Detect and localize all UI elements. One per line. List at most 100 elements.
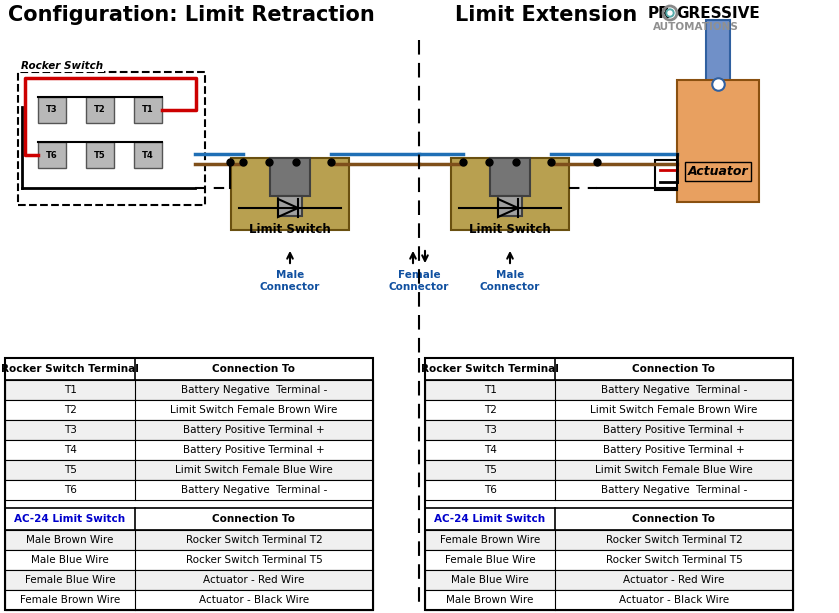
Text: Female
Connector: Female Connector [388,270,449,292]
Bar [425,358,793,380]
Bar [5,550,373,570]
Text: Actuator - Black Wire: Actuator - Black Wire [619,595,729,605]
Bar [5,508,373,530]
Text: AUTOMATIONS: AUTOMATIONS [653,22,739,32]
Bar [5,570,373,590]
Circle shape [668,11,672,15]
Bar [5,590,373,610]
Bar [677,80,759,202]
Text: Female Brown Wire: Female Brown Wire [20,595,120,605]
Text: T2: T2 [483,405,497,415]
Text: T2: T2 [94,105,106,115]
Bar [38,97,66,123]
Bar [425,590,793,610]
Bar [425,480,793,500]
Bar [425,570,793,590]
Text: Configuration: Limit Retraction: Configuration: Limit Retraction [8,5,375,25]
Text: PR: PR [648,6,671,21]
Text: Connection To: Connection To [212,514,295,524]
Text: Rocker Switch Terminal T5: Rocker Switch Terminal T5 [606,555,743,565]
Text: T2: T2 [64,405,76,415]
Bar [706,20,730,82]
Text: Battery Positive Terminal +: Battery Positive Terminal + [183,445,325,455]
Text: Male Blue Wire: Male Blue Wire [31,555,109,565]
Bar [498,196,522,216]
Bar [425,400,793,420]
Bar [655,160,677,190]
Bar [5,530,373,550]
Text: T4: T4 [64,445,76,455]
Text: T5: T5 [64,465,76,475]
Text: Rocker Switch: Rocker Switch [21,61,103,71]
Text: AC-24 Limit Switch: AC-24 Limit Switch [435,514,545,524]
Bar [425,530,793,550]
Text: Actuator - Black Wire: Actuator - Black Wire [199,595,309,605]
Bar [5,420,373,440]
Text: T3: T3 [483,425,497,435]
Bar [425,550,793,570]
Text: T1: T1 [483,385,497,395]
Text: T6: T6 [64,485,76,495]
Text: Limit Switch Female Brown Wire: Limit Switch Female Brown Wire [170,405,337,415]
Bar [425,460,793,480]
Bar [5,400,373,420]
Text: Battery Negative  Terminal -: Battery Negative Terminal - [601,385,748,395]
Bar [270,158,310,196]
Text: T6: T6 [483,485,497,495]
Text: Rocker Switch Terminal T2: Rocker Switch Terminal T2 [185,535,322,545]
Bar [38,142,66,168]
Text: Battery Negative  Terminal -: Battery Negative Terminal - [181,385,327,395]
Text: Actuator - Red Wire: Actuator - Red Wire [203,575,305,585]
Bar [134,97,162,123]
Text: T5: T5 [483,465,497,475]
Text: Limit Switch Female Brown Wire: Limit Switch Female Brown Wire [591,405,758,415]
Text: Rocker Switch Terminal: Rocker Switch Terminal [1,364,139,374]
Text: Rocker Switch Terminal T2: Rocker Switch Terminal T2 [606,535,743,545]
Text: Female Blue Wire: Female Blue Wire [445,555,535,565]
Text: Connection To: Connection To [212,364,295,374]
Text: Battery Positive Terminal +: Battery Positive Terminal + [603,445,745,455]
Text: Limit Switch Female Blue Wire: Limit Switch Female Blue Wire [595,465,753,475]
Text: Limit Switch: Limit Switch [469,223,551,236]
Bar [490,158,530,196]
Text: Rocker Switch Terminal T5: Rocker Switch Terminal T5 [185,555,322,565]
Bar [86,142,114,168]
Text: Limit Switch: Limit Switch [249,223,331,236]
Bar [451,158,569,230]
Bar [425,358,793,610]
Bar [134,142,162,168]
Bar [425,380,793,400]
Text: Male Brown Wire: Male Brown Wire [26,535,114,545]
Text: T3: T3 [46,105,58,115]
Text: T1: T1 [142,105,154,115]
Bar [5,358,373,610]
Bar [5,358,373,380]
Text: T4: T4 [483,445,497,455]
Bar [425,420,793,440]
Text: Battery Positive Terminal +: Battery Positive Terminal + [603,425,745,435]
Text: Battery Negative  Terminal -: Battery Negative Terminal - [601,485,748,495]
Text: Male
Connector: Male Connector [480,270,540,292]
Text: Rocker Switch Terminal: Rocker Switch Terminal [421,364,559,374]
Bar [5,440,373,460]
Text: Male
Connector: Male Connector [260,270,320,292]
Bar [425,440,793,460]
Text: Female Brown Wire: Female Brown Wire [440,535,540,545]
Bar [18,72,205,205]
Text: Battery Positive Terminal +: Battery Positive Terminal + [183,425,325,435]
Text: Male Brown Wire: Male Brown Wire [446,595,534,605]
Bar [231,158,349,230]
Text: T3: T3 [64,425,76,435]
Text: Actuator: Actuator [688,165,748,178]
Text: Limit Extension: Limit Extension [455,5,638,25]
Text: T4: T4 [142,151,154,159]
Text: Actuator - Red Wire: Actuator - Red Wire [623,575,725,585]
Bar [5,480,373,500]
Text: Connection To: Connection To [633,514,716,524]
Text: T5: T5 [94,151,106,159]
Circle shape [666,9,674,17]
Bar [5,460,373,480]
Bar [5,380,373,400]
Bar [86,97,114,123]
Text: GRESSIVE: GRESSIVE [676,6,760,21]
